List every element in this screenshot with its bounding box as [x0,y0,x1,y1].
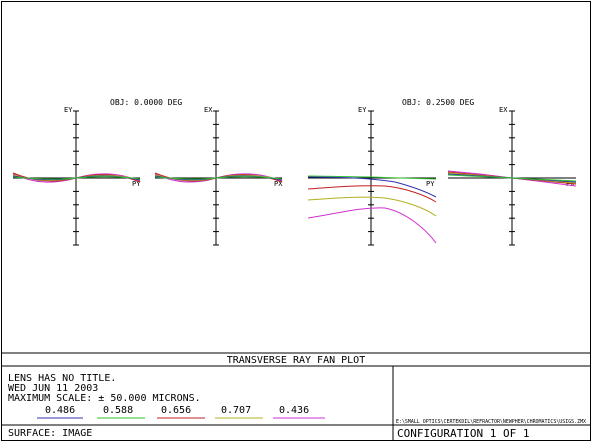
date-line: WED JUN 11 2003 [8,383,98,394]
panel-field1-sagittal: EX PX [154,106,283,246]
panel4-px-label: PX [566,180,575,188]
panel3-curve-588 [307,175,437,180]
panel1-curve-588 [12,176,141,180]
panel2-ex-label: EX [204,106,213,114]
panel-field2-sagittal: EX PX [447,106,577,246]
wavelength-label-707: 0.707 [221,405,251,416]
wavelength-legend: 0.486 0.588 0.656 0.707 0.436 [37,405,325,419]
wavelength-label-588: 0.588 [103,405,133,416]
panel4-curve-588 [447,174,577,182]
panel2-curve-588 [154,176,283,180]
field2-label: OBJ: 0.2500 DEG [402,98,474,107]
wavelength-label-656: 0.656 [161,405,191,416]
panel-field1-tangential: EY PY [12,106,141,246]
field1-label: OBJ: 0.0000 DEG [110,98,182,107]
panel3-py-label: PY [426,180,435,188]
max-scale-line: MAXIMUM SCALE: ± 50.000 MICRONS. [8,393,201,404]
panel3-curve-486 [307,176,437,198]
panel3-curve-436 [307,207,437,244]
panel3-curve-707 [307,196,437,217]
file-path: E:\SMALL OPTICS\CERTEKDIL\REFRACTOR\NEWP… [396,419,586,425]
panel4-ex-label: EX [499,106,508,114]
plot-title: TRANSVERSE RAY FAN PLOT [227,355,365,366]
panel-field2-tangential: EY PY [307,106,437,246]
panel1-py-label: PY [132,180,141,188]
configuration-label: CONFIGURATION 1 OF 1 [397,427,529,440]
panel3-ey-label: EY [358,106,367,114]
panel3-curve-656 [307,185,437,203]
wavelength-label-436: 0.436 [279,405,309,416]
surface-label: SURFACE: IMAGE [8,428,92,439]
panel2-px-label: PX [274,180,283,188]
panel1-ey-label: EY [64,106,73,114]
wavelength-label-486: 0.486 [45,405,75,416]
lens-title-line: LENS HAS NO TITLE. [8,373,116,384]
